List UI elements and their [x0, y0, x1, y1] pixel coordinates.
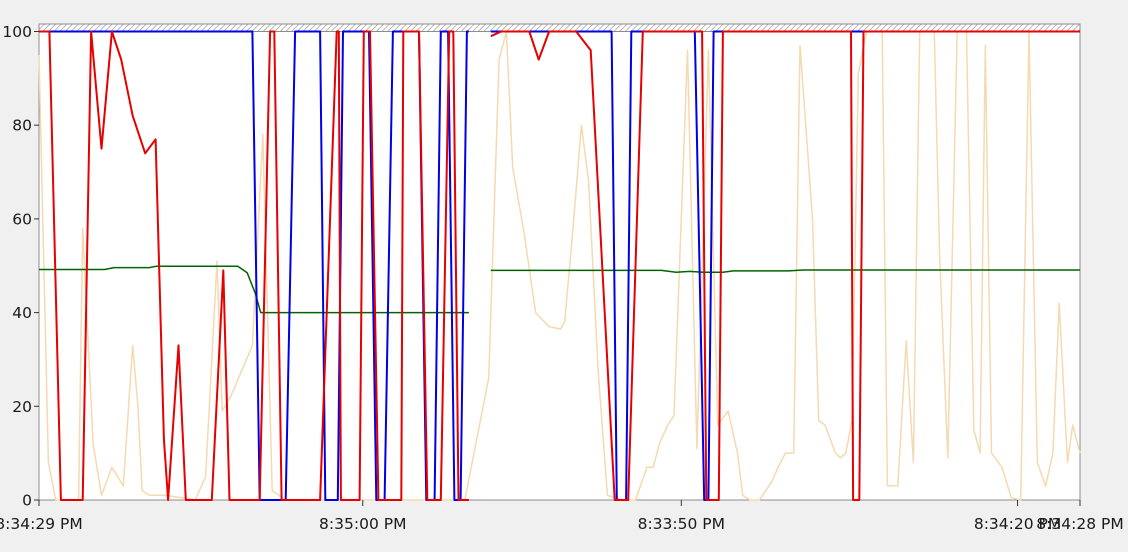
y-tick-label: 20: [12, 398, 32, 416]
top-hatch-band: [38, 23, 1081, 32]
series-layer: [38, 30, 1081, 501]
series-3-line-segment-1: [490, 30, 1080, 501]
y-tick-label: 40: [12, 304, 32, 322]
y-tick-label: 80: [12, 117, 32, 135]
x-tick-label: 8:34:29 PM: [0, 515, 83, 533]
x-tick-label: 8:35:00 PM: [319, 515, 406, 533]
series-0-line-segment-0: [38, 30, 1081, 501]
x-tick-label: 8:34:28 PM: [1036, 515, 1123, 533]
x-tick-label: 8:34:20 PM: [974, 515, 1061, 533]
y-tick-label: 0: [22, 492, 32, 510]
plot-background: [38, 23, 1081, 501]
y-tick-label: 60: [12, 210, 32, 228]
series-1-line-segment-0: [39, 265, 469, 314]
series-3-line-segment-0: [39, 30, 469, 501]
x-tick-label: 8:33:50 PM: [638, 515, 725, 533]
series-1-line-segment-1: [490, 269, 1080, 274]
axis-layer: 0 20 40 60 80 100 8:34:29 PM 8:35:00 PM 8:33:50 …: [0, 23, 1124, 533]
y-tick-label: 100: [2, 23, 32, 41]
